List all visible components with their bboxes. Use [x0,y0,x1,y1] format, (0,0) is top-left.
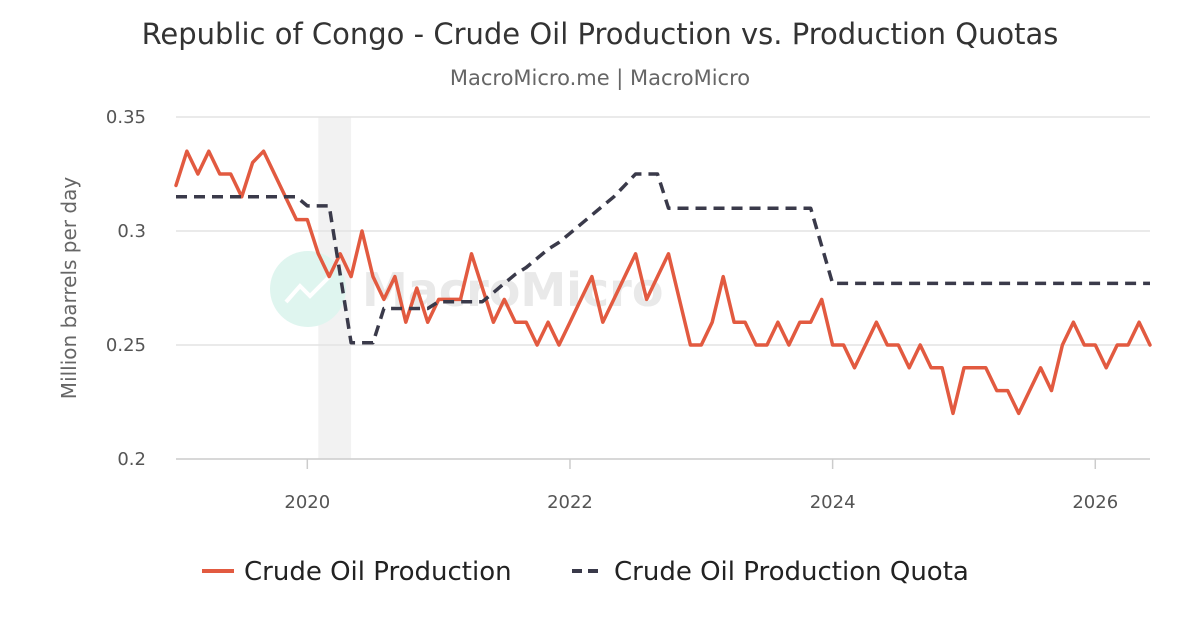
chart-subtitle: MacroMicro.me | MacroMicro [450,66,750,91]
grid-lines [176,116,1150,460]
legend-label-quota: Crude Oil Production Quota [614,557,969,587]
y-tick-label: 0.35 [106,107,146,128]
y-tick-label: 0.2 [117,449,146,470]
series-line-quota [176,172,1150,345]
y-tick-label: 0.3 [117,221,146,242]
x-tick-label: 2024 [810,492,856,513]
x-tick-label: 2022 [547,492,593,513]
x-tick-label: 2026 [1072,492,1118,513]
y-axis-label: Million barrels per day [57,177,81,400]
legend-label-production: Crude Oil Production [244,557,512,587]
y-tick-label: 0.25 [106,335,146,356]
legend: Crude Oil Production Crude Oil Production… [202,557,969,587]
y-axis-ticks: 0.2 0.25 0.3 0.35 [106,107,146,470]
x-tick-label: 2020 [284,492,330,513]
watermark-logo-mark-icon [284,274,332,304]
x-axis-ticks: 2020 2022 2024 2026 [284,459,1118,513]
series-lines [174,149,1152,416]
chart-title: Republic of Congo - Crude Oil Production… [142,17,1059,51]
